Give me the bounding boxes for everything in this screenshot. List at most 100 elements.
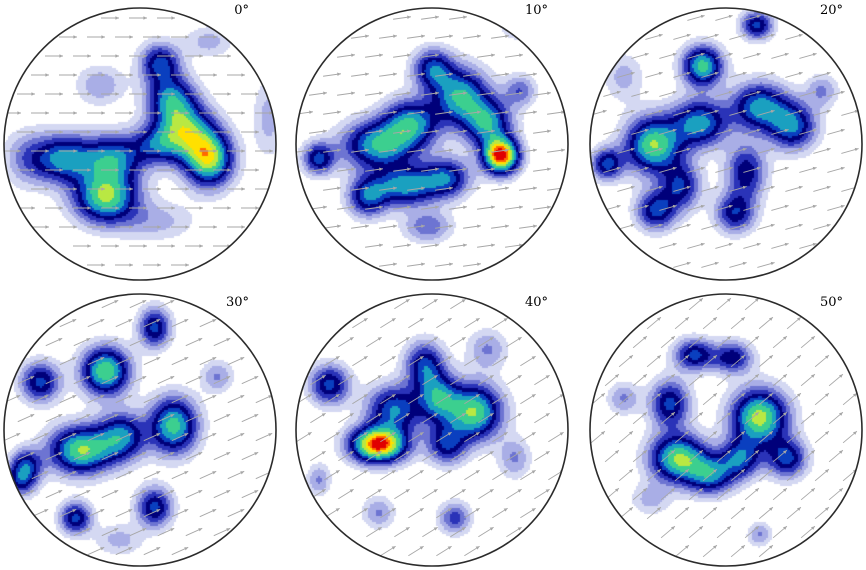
direction-arrow (827, 128, 845, 135)
direction-arrow (73, 92, 91, 96)
direction-arrow (393, 243, 411, 248)
direction-arrow (380, 469, 396, 481)
direction-arrow (143, 149, 161, 153)
direction-arrow (241, 130, 259, 134)
panel-angle-label: 50° (820, 295, 843, 310)
direction-arrow (101, 92, 119, 96)
direction-arrow (157, 527, 175, 537)
direction-arrow (115, 546, 133, 556)
direction-arrow (45, 413, 63, 423)
direction-arrow (463, 224, 481, 229)
direction-arrow (352, 393, 368, 405)
direction-arrow (73, 337, 91, 347)
direction-arrow-field (590, 297, 858, 558)
direction-arrow (129, 92, 147, 96)
direction-arrow (143, 73, 161, 77)
direction-arrow (687, 128, 705, 135)
direction-arrow (435, 262, 453, 267)
direction-arrow (129, 244, 147, 248)
direction-arrow (519, 224, 537, 229)
direction-arrow (436, 507, 452, 519)
direction-arrow (17, 130, 35, 134)
direction-arrow (101, 168, 119, 172)
direction-arrow (157, 168, 175, 172)
direction-arrow (729, 223, 747, 230)
direction-arrow (379, 148, 397, 153)
direction-arrow (380, 317, 396, 329)
direction-arrow (185, 375, 203, 385)
direction-arrow (129, 413, 147, 423)
direction-arrow (828, 449, 844, 463)
direction-arrow (45, 451, 63, 461)
direction-arrow (157, 375, 175, 385)
direction-arrow (729, 109, 747, 116)
direction-arrow (59, 356, 77, 366)
direction-arrow (492, 507, 508, 519)
direction-arrow (115, 432, 133, 442)
direction-arrow (716, 335, 732, 349)
direction-arrow (351, 110, 369, 115)
direction-arrow (380, 431, 396, 443)
direction-arrow (772, 411, 788, 425)
direction-arrow (533, 91, 551, 96)
direction-arrow (199, 394, 217, 404)
direction-arrow (674, 544, 690, 558)
direction-arrow (241, 451, 259, 461)
direction-arrow (631, 90, 649, 97)
direction-arrow (450, 374, 466, 386)
direction-arrow (171, 546, 189, 556)
direction-arrow (171, 35, 189, 39)
direction-arrow (478, 488, 494, 500)
direction-arrow (800, 411, 816, 425)
direction-arrow (506, 374, 522, 386)
direction-arrow (757, 261, 775, 268)
density-contour-map (4, 8, 276, 280)
direction-arrow (324, 469, 340, 481)
direction-arrow (449, 243, 467, 248)
direction-arrow (59, 187, 77, 191)
direction-arrow (799, 204, 817, 211)
direction-arrow (743, 128, 761, 135)
direction-arrow (101, 375, 119, 385)
direction-arrow (351, 34, 369, 39)
direction-arrow (365, 205, 383, 210)
direction-arrow (730, 506, 746, 520)
direction-arrow (506, 412, 522, 424)
direction-arrow (157, 489, 175, 499)
direction-arrow (842, 392, 858, 406)
direction-arrow (645, 71, 663, 78)
direction-arrow (213, 375, 231, 385)
direction-arrow (129, 54, 147, 58)
direction-arrow (143, 508, 161, 518)
direction-arrow (421, 91, 439, 96)
direction-arrow (800, 525, 816, 539)
direction-arrow (772, 373, 788, 387)
direction-arrow (450, 298, 466, 310)
pole-figure-panel: 20° (589, 3, 863, 281)
direction-arrow (715, 166, 733, 173)
direction-arrow (143, 394, 161, 404)
direction-arrow (632, 335, 648, 349)
direction-arrow (505, 129, 523, 134)
direction-arrow (450, 412, 466, 424)
direction-arrow (463, 262, 481, 267)
direction-arrow (505, 91, 523, 96)
direction-arrow (715, 14, 733, 21)
direction-arrow (646, 392, 662, 406)
direction-arrow (366, 336, 382, 348)
direction-arrow (157, 16, 175, 20)
direction-arrow (785, 71, 803, 78)
direction-arrow (800, 373, 816, 387)
direction-arrow (646, 506, 662, 520)
direction-arrow (337, 205, 355, 210)
direction-arrow (687, 242, 705, 249)
direction-arrow (757, 185, 775, 192)
direction-arrow (185, 451, 203, 461)
direction-arrow (785, 109, 803, 116)
direction-arrow (296, 431, 312, 443)
direction-arrow (380, 393, 396, 405)
direction-arrow (213, 206, 231, 210)
direction-arrow (366, 374, 382, 386)
direction-arrow (743, 90, 761, 97)
direction-arrow (771, 128, 789, 135)
